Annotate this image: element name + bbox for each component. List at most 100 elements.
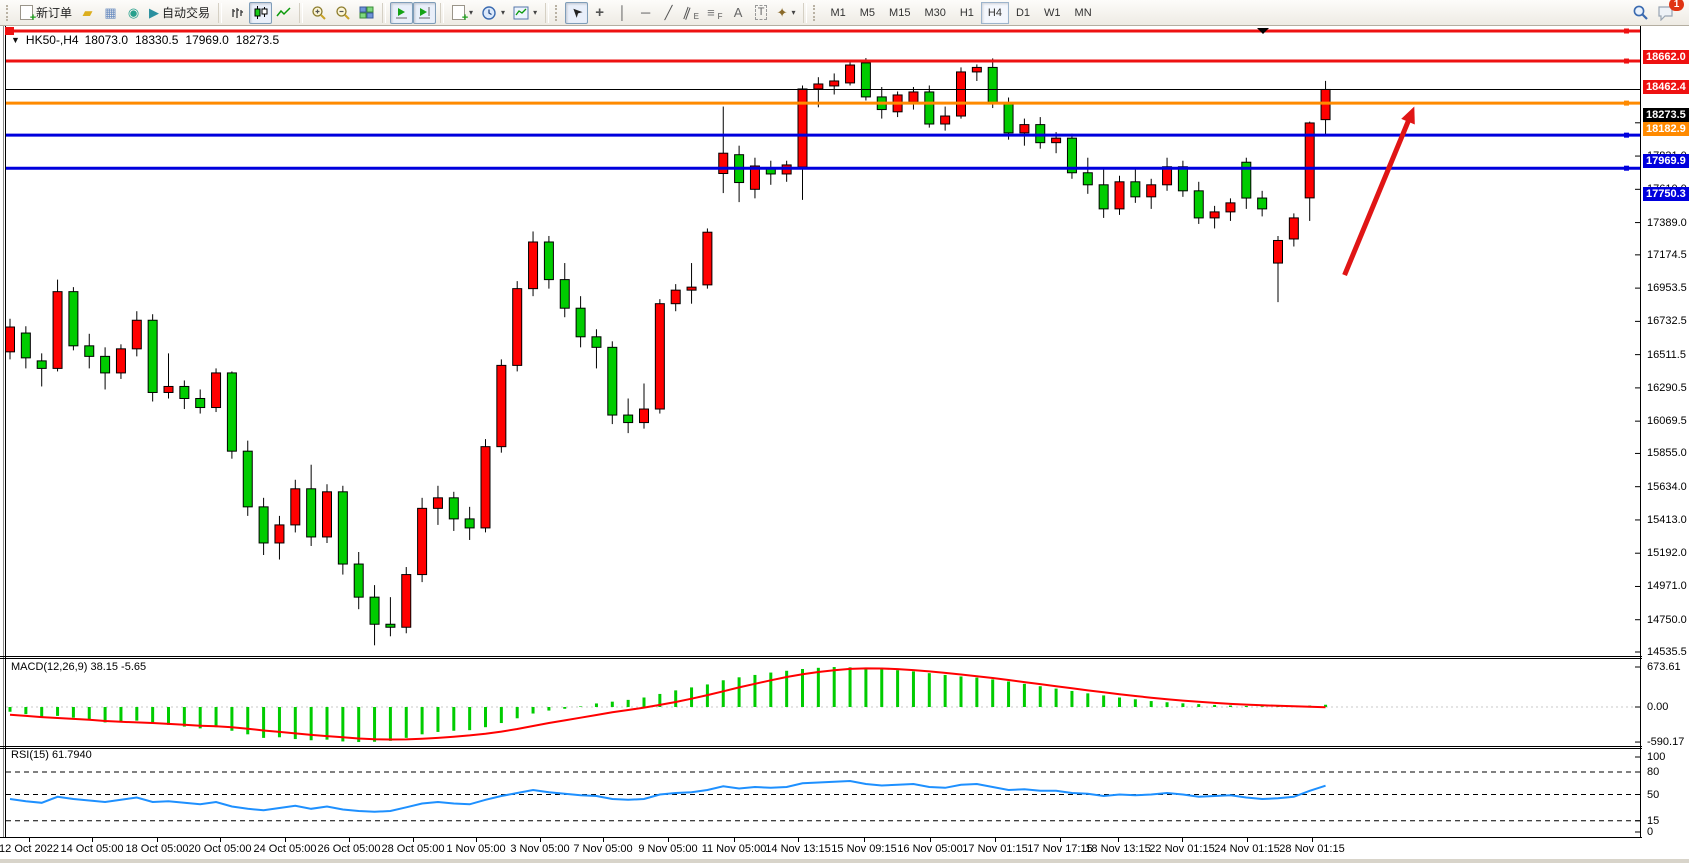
autotrade-button[interactable]: ▶ 自动交易 [145, 2, 214, 24]
time-axis[interactable]: 12 Oct 2022 14 Oct 05:00 18 Oct 05:00 20 Oc… [0, 838, 1642, 859]
main-toolbar: + 新订单 ▰ ▦ ◉ ▶ 自动交易 [0, 0, 1689, 26]
fibonacci-tool-button[interactable]: ≡ F [703, 2, 726, 24]
level-price-badge[interactable]: 18462.4 [1643, 80, 1689, 95]
candlestick-chart-button[interactable] [249, 1, 273, 24]
time-tick [734, 838, 735, 842]
time-tick [864, 838, 865, 842]
time-tick [476, 838, 477, 842]
text-tool-button[interactable]: A [727, 2, 750, 24]
channel-tool-button[interactable]: ∥ E [680, 2, 703, 24]
price-tick-label: 15192.0 [1647, 547, 1687, 560]
toolbar-separator [440, 2, 445, 23]
trendline-tool-button[interactable]: ╱ [657, 2, 680, 24]
search-button[interactable] [1628, 2, 1653, 24]
toolbar-separator [218, 2, 223, 23]
time-label: 14 Oct 05:00 [60, 843, 124, 855]
toolbar-separator [545, 2, 550, 23]
candlestick-chart-icon [254, 6, 268, 19]
chevron-down-icon: ▾ [501, 8, 506, 17]
time-tick [220, 838, 221, 842]
level-price-badge[interactable]: 17750.3 [1643, 187, 1689, 202]
horizontal-levels-layer[interactable] [6, 28, 1640, 171]
crosshair-tool-button[interactable]: + [588, 2, 611, 24]
market-watch-button[interactable]: ▰ [76, 2, 99, 24]
timeframe-button-m30[interactable]: M30 [917, 2, 952, 24]
time-tick [798, 838, 799, 842]
data-window-button[interactable]: ▦ [99, 2, 122, 24]
time-label: 7 Nov 05:00 [573, 843, 633, 855]
timeframe-button-w1[interactable]: W1 [1037, 2, 1068, 24]
rsi-pane[interactable] [0, 746, 1642, 838]
price-tick-label: 17174.5 [1647, 248, 1687, 261]
price-tick-label: 15413.0 [1647, 513, 1687, 526]
price-tick-label: 16511.5 [1647, 348, 1686, 361]
timeframe-button-m1[interactable]: M1 [823, 2, 852, 24]
time-tick [1182, 838, 1183, 842]
trend-arrow-annotation[interactable] [1342, 106, 1415, 277]
time-tick [540, 838, 541, 842]
new-chart-button[interactable]: + ▾ [448, 2, 477, 24]
price-pane[interactable] [0, 26, 1642, 656]
chart-title: ▼ HK50-,H4 18073.0 18330.5 17969.0 18273… [11, 33, 279, 47]
timeframe-button-mn[interactable]: MN [1068, 2, 1099, 24]
ohlc-low: 17969.0 [185, 33, 229, 47]
bar-chart-button[interactable] [226, 2, 249, 24]
price-axis[interactable]: 18052.017831.017610.017389.017174.516953… [1642, 26, 1689, 838]
vertical-line-tool-button[interactable]: │ [611, 2, 634, 24]
time-tick [603, 838, 604, 842]
timeframe-button-m5[interactable]: M5 [853, 2, 882, 24]
chart-shift-icon [419, 7, 431, 19]
timeframe-button-m15[interactable]: M15 [882, 2, 917, 24]
chart-shift-button[interactable] [413, 1, 437, 24]
candles-layer [5, 58, 1331, 646]
price-tick-label: 16290.5 [1647, 381, 1687, 394]
cursor-tool-button[interactable]: ➤ [565, 1, 589, 24]
time-label: 24 Oct 05:00 [253, 843, 317, 855]
time-label: 14 Nov 13:15 [765, 843, 831, 855]
zoom-in-button[interactable] [307, 2, 331, 24]
arrows-icon: ✦ [776, 5, 788, 20]
line-chart-button[interactable] [272, 2, 295, 24]
new-chart-icon: + [452, 5, 468, 24]
auto-scroll-button[interactable] [390, 1, 414, 24]
level-price-badge[interactable]: 17969.9 [1643, 154, 1689, 169]
channel-icon: ∥ [681, 4, 694, 21]
arrows-tool-button[interactable]: ✦ ▾ [773, 2, 800, 24]
ohlc-open: 18073.0 [84, 33, 128, 47]
text-label-tool-button[interactable]: T [750, 2, 773, 24]
time-label: 17 Nov 01:15 [962, 843, 1028, 855]
tile-windows-button[interactable] [355, 2, 378, 24]
time-tick [92, 838, 93, 842]
macd-pane[interactable] [0, 656, 1642, 746]
timeframe-group: M1 M5 M15 M30 H1 H4 D1 W1 MN [823, 1, 1099, 24]
level-price-badge[interactable]: 18182.9 [1643, 122, 1689, 137]
search-icon [1633, 5, 1648, 20]
price-tick-label: 14535.5 [1647, 646, 1687, 658]
new-order-button[interactable]: + 新订单 [16, 2, 76, 24]
chevron-down-icon: ▾ [791, 8, 796, 17]
fibonacci-icon-sub: F [717, 11, 723, 21]
chart-symbol-period: HK50-,H4 [25, 33, 79, 47]
navigator-button[interactable]: ◉ [122, 2, 145, 24]
horizontal-line-tool-button[interactable]: ─ [634, 2, 657, 24]
rsi-tick-label: 80 [1647, 766, 1660, 778]
vertical-line-icon: │ [618, 5, 627, 20]
template-button[interactable]: ▾ [509, 2, 541, 24]
collapse-icon[interactable]: ▼ [11, 35, 20, 45]
level-price-badge[interactable]: 18662.0 [1643, 50, 1689, 64]
time-tick [995, 838, 996, 842]
horizontal-line-icon: ─ [640, 5, 651, 20]
timeframe-button-d1[interactable]: D1 [1009, 2, 1037, 24]
notifications-button[interactable]: 1 [1653, 0, 1684, 24]
time-label: 20 Oct 05:00 [188, 843, 252, 855]
periods-button[interactable]: ▾ [477, 2, 509, 24]
price-tick-label: 17389.0 [1647, 216, 1687, 229]
zoom-out-button[interactable] [331, 2, 355, 24]
time-tick [1118, 838, 1119, 842]
timeframe-button-h4[interactable]: H4 [980, 1, 1009, 24]
timeframe-button-h1[interactable]: H1 [953, 2, 981, 24]
line-anchor-marker[interactable] [5, 27, 14, 35]
current-price-badge[interactable]: 18273.5 [1643, 108, 1689, 123]
text-icon: A [733, 5, 743, 20]
